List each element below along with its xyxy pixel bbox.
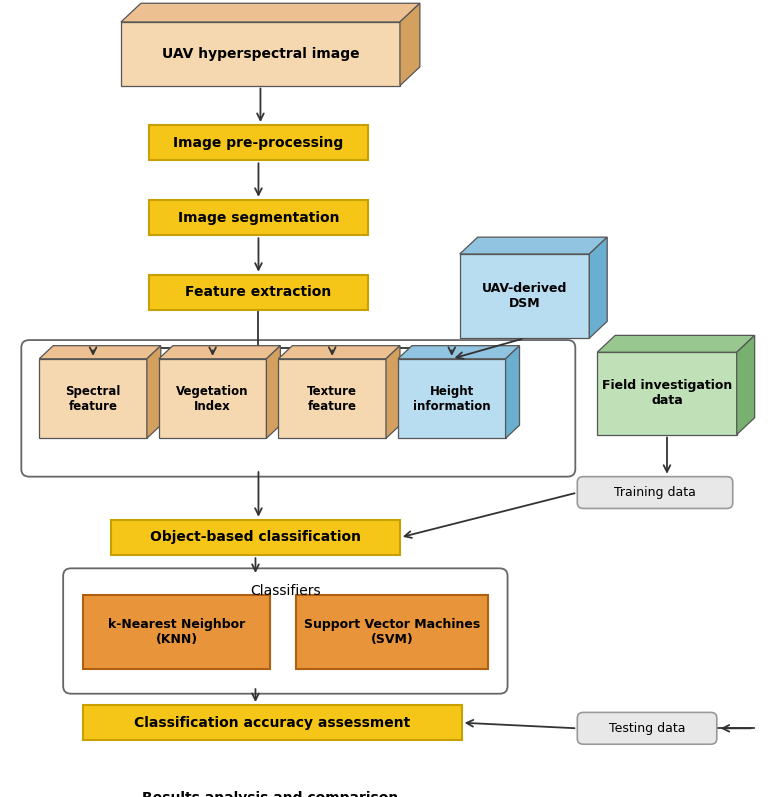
Bar xyxy=(83,705,461,740)
Bar xyxy=(111,520,400,556)
Text: Support Vector Machines
(SVM): Support Vector Machines (SVM) xyxy=(304,618,480,646)
Polygon shape xyxy=(398,346,519,359)
Text: Feature extraction: Feature extraction xyxy=(186,285,332,300)
Bar xyxy=(149,200,368,235)
Polygon shape xyxy=(589,238,608,338)
Polygon shape xyxy=(121,3,420,22)
Polygon shape xyxy=(400,3,420,85)
Text: Vegetation
Index: Vegetation Index xyxy=(176,384,249,413)
Polygon shape xyxy=(598,352,737,434)
FancyBboxPatch shape xyxy=(63,568,508,693)
FancyBboxPatch shape xyxy=(577,713,717,744)
FancyBboxPatch shape xyxy=(577,477,733,508)
Text: Field investigation
data: Field investigation data xyxy=(602,379,732,407)
Text: Image pre-processing: Image pre-processing xyxy=(173,135,343,150)
Text: Object-based classification: Object-based classification xyxy=(150,531,361,544)
Bar xyxy=(83,595,271,669)
Text: Results analysis and comparison: Results analysis and comparison xyxy=(142,791,399,797)
Polygon shape xyxy=(158,359,267,438)
Text: Classifiers: Classifiers xyxy=(250,583,321,598)
Bar xyxy=(149,275,368,310)
Bar xyxy=(111,779,430,797)
Text: UAV-derived
DSM: UAV-derived DSM xyxy=(482,282,567,310)
Polygon shape xyxy=(121,22,400,85)
Polygon shape xyxy=(267,346,281,438)
Polygon shape xyxy=(506,346,519,438)
Text: Testing data: Testing data xyxy=(609,722,686,735)
Text: UAV hyperspectral image: UAV hyperspectral image xyxy=(162,47,359,61)
Text: k-Nearest Neighbor
(KNN): k-Nearest Neighbor (KNN) xyxy=(108,618,245,646)
Text: Training data: Training data xyxy=(614,486,696,499)
Polygon shape xyxy=(398,359,506,438)
Polygon shape xyxy=(460,238,608,254)
Polygon shape xyxy=(598,336,754,352)
Polygon shape xyxy=(39,346,161,359)
Polygon shape xyxy=(147,346,161,438)
Polygon shape xyxy=(278,359,386,438)
Polygon shape xyxy=(386,346,400,438)
Bar xyxy=(149,125,368,160)
Polygon shape xyxy=(460,254,589,338)
Polygon shape xyxy=(737,336,754,434)
Text: Image segmentation: Image segmentation xyxy=(178,210,339,225)
Polygon shape xyxy=(278,346,400,359)
Polygon shape xyxy=(39,359,147,438)
Bar xyxy=(296,595,488,669)
Polygon shape xyxy=(158,346,281,359)
FancyBboxPatch shape xyxy=(22,340,575,477)
Text: Height
information: Height information xyxy=(413,384,491,413)
Text: Spectral
feature: Spectral feature xyxy=(66,384,121,413)
Text: Classification accuracy assessment: Classification accuracy assessment xyxy=(135,716,410,730)
Text: Texture
feature: Texture feature xyxy=(307,384,357,413)
